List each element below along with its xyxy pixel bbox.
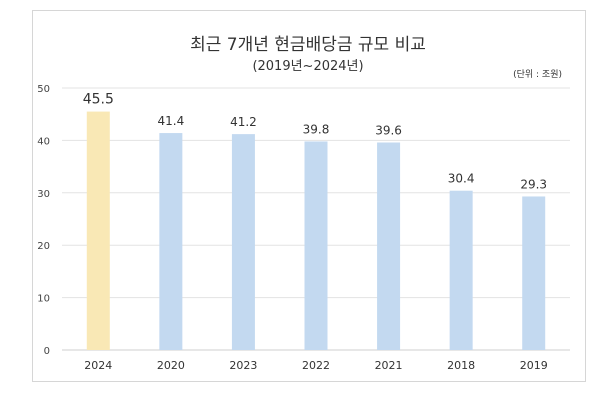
x-tick-label: 2018 xyxy=(447,359,475,372)
y-tick-label: 50 xyxy=(37,84,50,95)
x-tick-label: 2020 xyxy=(157,359,185,372)
y-tick-label: 20 xyxy=(37,241,50,252)
bar xyxy=(159,133,183,350)
bar xyxy=(449,190,473,350)
chart-title: 최근 7개년 현금배당금 규모 비교 xyxy=(190,35,426,55)
data-label: 41.4 xyxy=(157,114,184,128)
y-tick-label: 40 xyxy=(37,136,50,147)
data-label: 39.6 xyxy=(375,123,402,137)
y-tick-label: 0 xyxy=(44,346,50,357)
data-label: 29.3 xyxy=(520,177,547,191)
x-tick-label: 2022 xyxy=(302,359,330,372)
data-label: 45.5 xyxy=(83,92,114,108)
x-tick-label: 2023 xyxy=(229,359,257,372)
data-label: 30.4 xyxy=(448,172,475,186)
chart-subtitle: (2019년~2024년) xyxy=(252,59,364,74)
bar xyxy=(522,196,546,350)
data-label: 41.2 xyxy=(230,115,257,129)
bar xyxy=(304,141,328,350)
y-tick-label: 10 xyxy=(37,294,50,305)
data-label: 39.8 xyxy=(303,122,330,136)
x-tick-label: 2019 xyxy=(520,359,548,372)
y-tick-label: 30 xyxy=(37,189,50,200)
unit-label: (단위 : 조원) xyxy=(513,70,562,80)
bar xyxy=(86,111,110,350)
bar xyxy=(231,134,255,350)
x-tick-label: 2021 xyxy=(375,359,403,372)
bar xyxy=(377,142,401,350)
x-tick-label: 2024 xyxy=(84,359,112,372)
